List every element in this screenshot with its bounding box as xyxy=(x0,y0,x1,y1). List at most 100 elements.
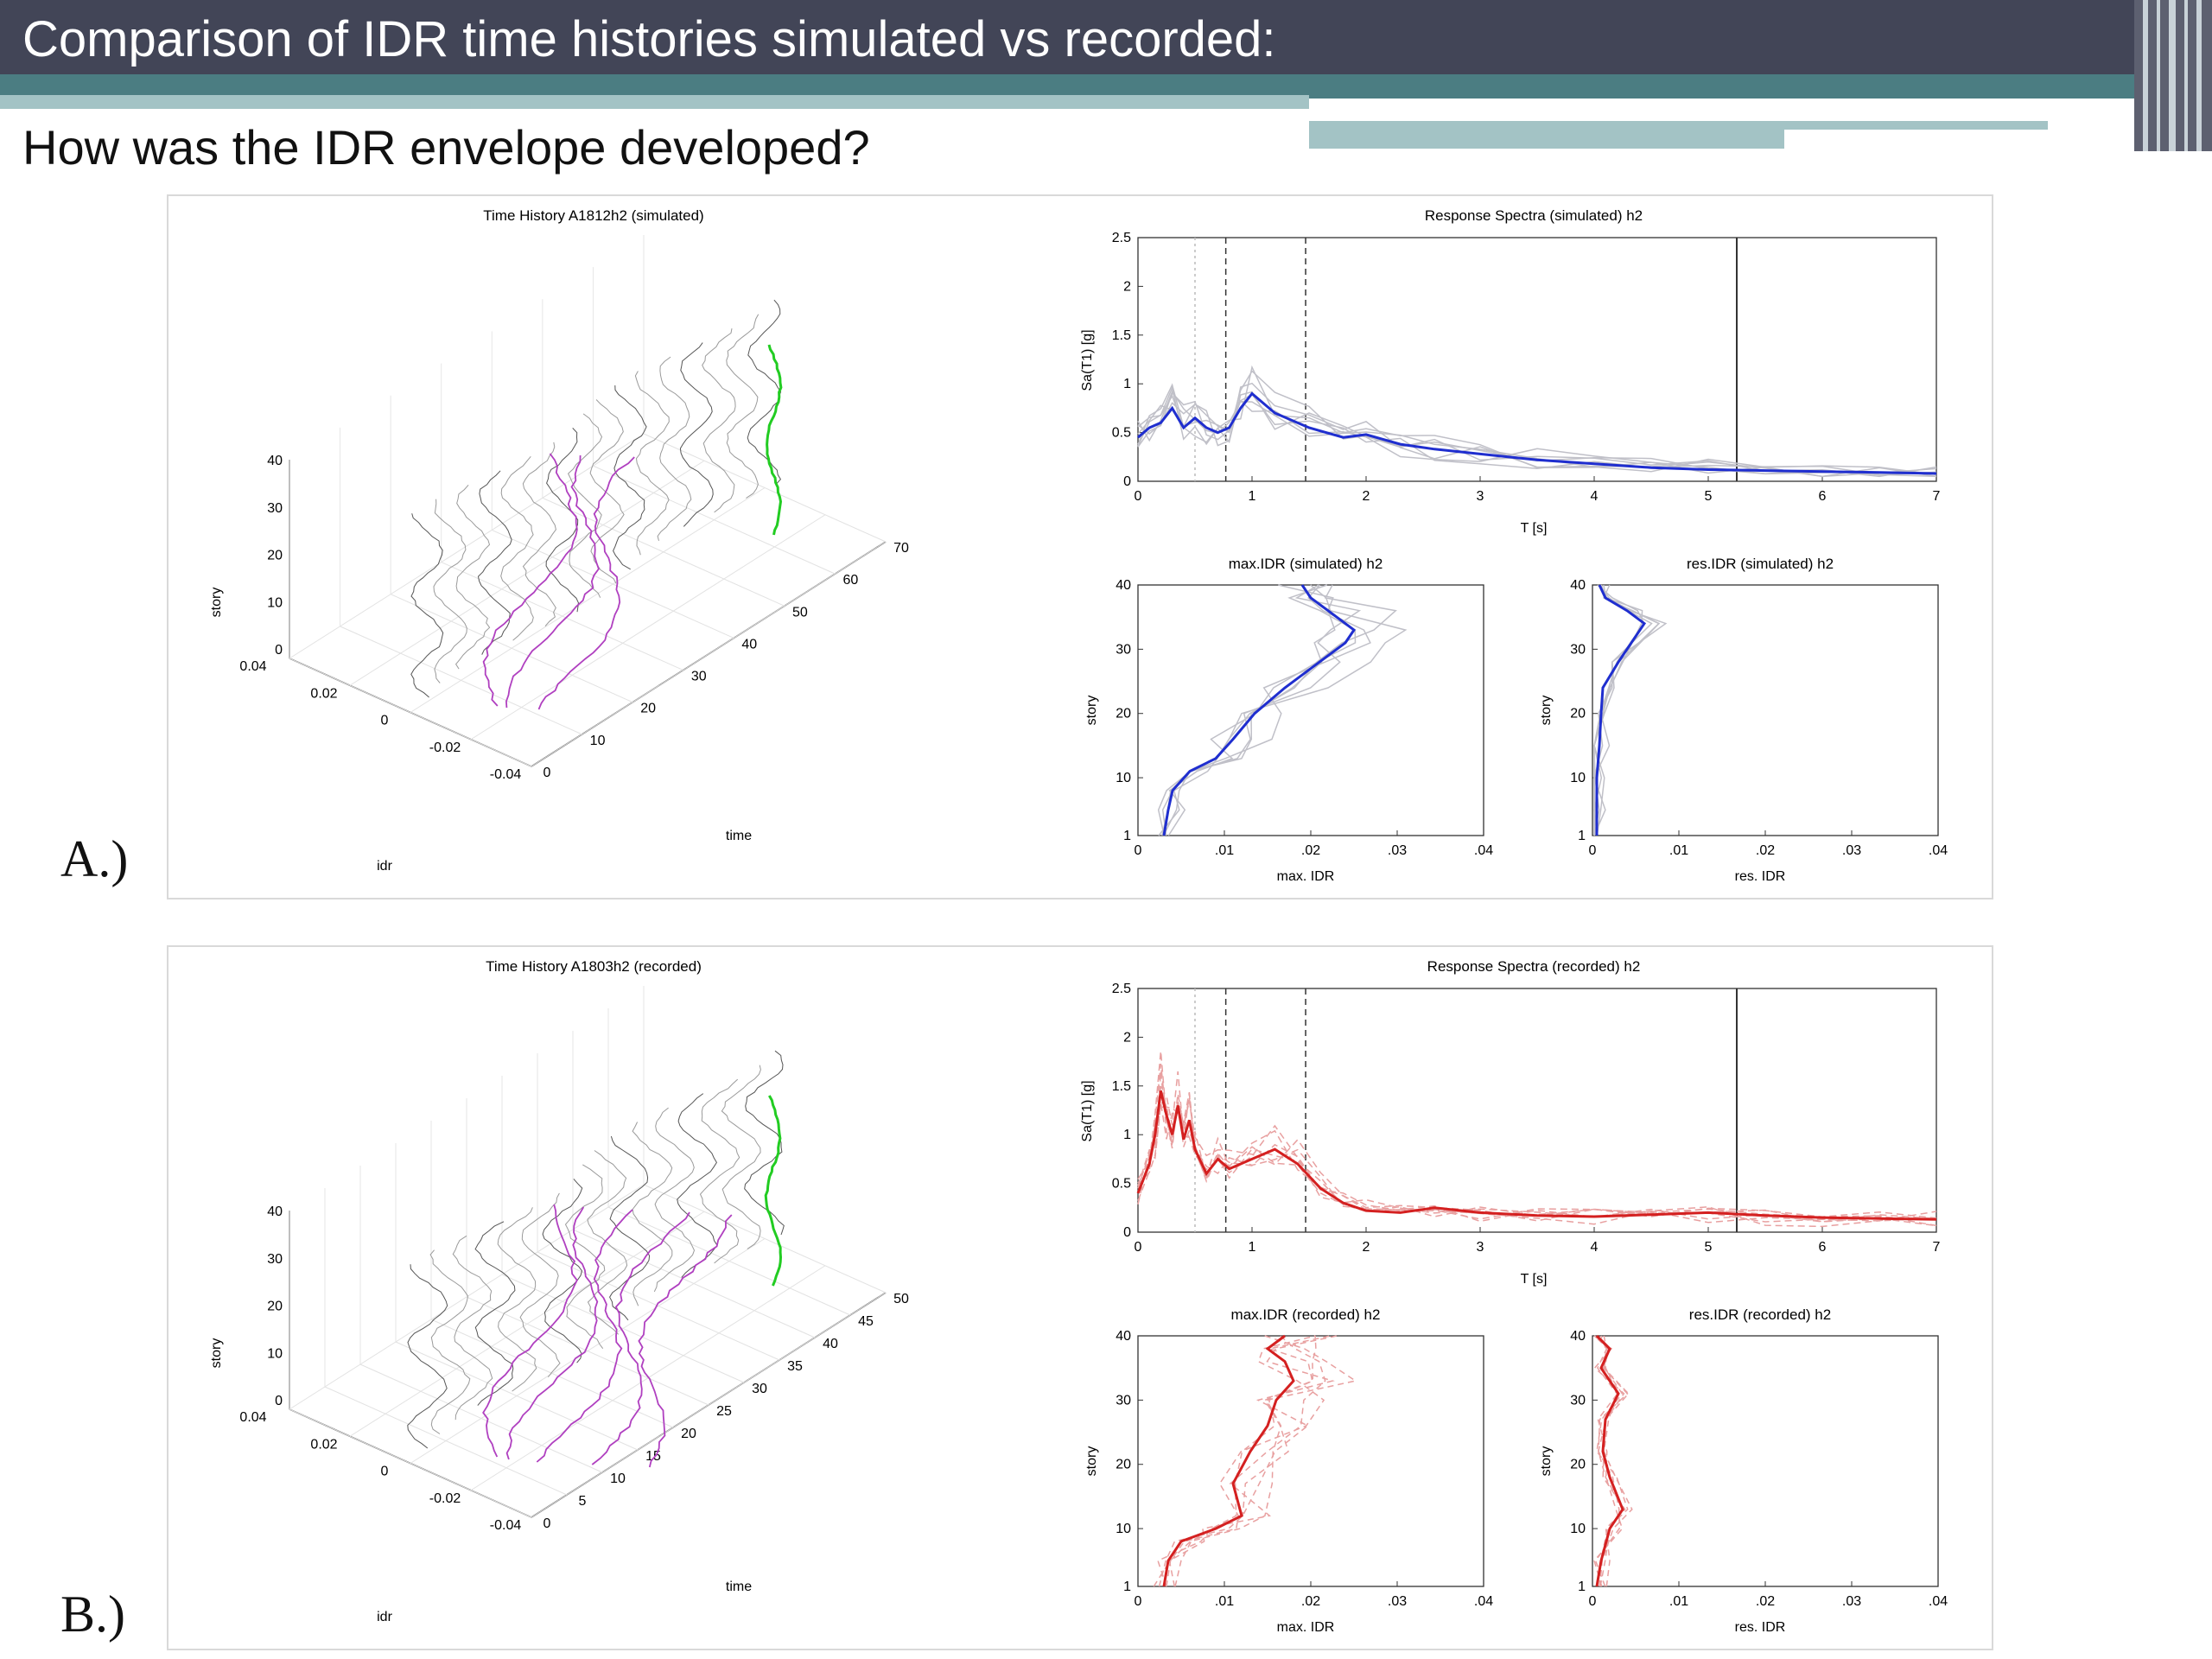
profile-ytick-label: 20 xyxy=(1116,707,1131,721)
time-slice-profile xyxy=(747,299,782,485)
floor-grid-line xyxy=(537,1251,780,1361)
floor-grid-line xyxy=(289,433,645,659)
ground-motion-profile xyxy=(1153,1335,1357,1587)
time-slice-profile xyxy=(433,499,467,683)
profile-xtick-label: .03 xyxy=(1842,843,1861,858)
time-slice-profile xyxy=(613,385,647,570)
spectra-xtick-label: 3 xyxy=(1477,489,1484,504)
envelope-path xyxy=(482,453,578,707)
header-accent-bar xyxy=(0,74,2212,99)
time-tick-label: 20 xyxy=(681,1427,696,1441)
profile-xtick-label: .03 xyxy=(1388,1594,1407,1609)
envelope-path xyxy=(505,454,600,709)
profile-xtick-label: .04 xyxy=(1474,843,1493,858)
profile-ytick-label: 30 xyxy=(1570,642,1586,657)
idr-tick-label: 0.04 xyxy=(239,659,266,674)
profile-ytick-label: 10 xyxy=(1570,1522,1586,1536)
envelope-path xyxy=(536,1209,633,1463)
floor-grid-line xyxy=(359,1363,603,1473)
ground-motion-profile xyxy=(1158,1335,1338,1587)
time-tick-label: 40 xyxy=(741,637,757,652)
floor-grid-line xyxy=(643,1184,887,1294)
spectra-ytick-label: 0 xyxy=(1123,1225,1131,1240)
ground-motion-spectrum xyxy=(1137,391,1937,476)
time-tick-label: 20 xyxy=(640,702,656,716)
ground-motion-profile xyxy=(1167,584,1357,836)
story-tick-label: 10 xyxy=(267,595,283,610)
time-tick-label: 60 xyxy=(843,573,859,588)
envelope-path xyxy=(505,1206,599,1460)
spectra-ytick-label: 1 xyxy=(1123,377,1131,391)
time-slice-profile xyxy=(567,413,603,598)
res-idr-title: res.IDR (simulated) h2 xyxy=(1687,556,1834,572)
max-idr-simulated: max.IDR (simulated) h2 max. IDR story 0.… xyxy=(1084,556,1493,884)
target-profile xyxy=(1162,1334,1295,1587)
time-tick-label: 25 xyxy=(716,1404,732,1419)
time-slice-profile xyxy=(744,1050,785,1236)
header-corner-stripes xyxy=(2134,0,2212,151)
profile-xtick-label: .03 xyxy=(1842,1594,1861,1609)
profile-ytick-label: 1 xyxy=(1578,829,1586,843)
time-slice-profile xyxy=(519,1192,561,1378)
profile-xtick-label: 0 xyxy=(1135,843,1142,858)
time-slice-profile xyxy=(407,1264,448,1449)
floor-grid-line xyxy=(441,562,683,671)
max-idr-ylabel: story xyxy=(1084,1446,1099,1477)
time-slice-profile xyxy=(634,371,670,556)
story-tick-label: 30 xyxy=(267,501,283,516)
story-tick-label: 30 xyxy=(267,1252,283,1267)
ground-motion-profile xyxy=(1161,584,1336,836)
idr-tick-label: 0.02 xyxy=(310,686,337,701)
profile-xtick-label: 0 xyxy=(1589,1594,1597,1609)
ground-motion-spectrum xyxy=(1137,1051,1937,1228)
spectra-xtick-label: 4 xyxy=(1591,489,1599,504)
ground-motion-profile xyxy=(1158,584,1397,836)
target-spectrum xyxy=(1137,391,1937,475)
profile-xtick-label: 0 xyxy=(1589,843,1597,858)
profile-ytick-label: 40 xyxy=(1116,578,1131,593)
time-slice-profile xyxy=(500,455,534,641)
story-tick-label: 20 xyxy=(267,1300,283,1314)
time-slice-profile xyxy=(452,1235,493,1421)
time-slice-profile xyxy=(609,1135,651,1321)
floor-grid-line xyxy=(289,658,532,767)
time-tick-label: 50 xyxy=(792,605,808,620)
profile-xtick-label: .04 xyxy=(1929,843,1948,858)
time-slice-profile xyxy=(587,1150,628,1335)
res-idr-ylabel: story xyxy=(1539,1446,1554,1477)
target-profile xyxy=(1595,1334,1624,1587)
th-zlabel: time xyxy=(726,1580,752,1594)
profile-xtick-label: .03 xyxy=(1388,843,1407,858)
floor-grid-line xyxy=(593,465,836,575)
spectra-xtick-label: 6 xyxy=(1819,489,1827,504)
time-slice-profile xyxy=(632,1122,673,1306)
floor-grid-line xyxy=(349,460,705,686)
time-tick-label: 40 xyxy=(823,1337,838,1351)
floor-grid-line xyxy=(501,1274,745,1383)
max-idr-xlabel: max. IDR xyxy=(1277,869,1335,884)
spectra-xlabel: T [s] xyxy=(1521,1272,1548,1287)
profile-ytick-label: 40 xyxy=(1570,578,1586,593)
idr-tick-label: -0.02 xyxy=(429,1491,461,1506)
profile-ytick-label: 1 xyxy=(1123,829,1131,843)
idr-tick-label: -0.04 xyxy=(490,1518,522,1533)
ground-motion-spectrum xyxy=(1137,365,1937,478)
time-slice-profile xyxy=(702,328,736,513)
ground-motion-profile xyxy=(1161,584,1408,836)
time-slice-profile xyxy=(653,1107,696,1293)
spectra-ytick-label: 0 xyxy=(1123,474,1131,489)
spectra-xtick-label: 7 xyxy=(1933,489,1941,504)
ground-motion-profile xyxy=(1168,1335,1326,1587)
time-history-3d-recorded: Time History A1803h2 (recorded) 05101520… xyxy=(209,958,909,1624)
envelope-path xyxy=(591,1211,690,1465)
panel-label-a: A.) xyxy=(60,830,129,887)
profile-xtick-label: 0 xyxy=(1135,1594,1142,1609)
th-xlabel: idr xyxy=(377,859,392,874)
th-zlabel: time xyxy=(726,829,752,843)
time-tick-label: 45 xyxy=(858,1314,874,1329)
time-slice-profile xyxy=(410,513,444,698)
floor-grid-line xyxy=(324,1386,568,1496)
profile-ytick-label: 10 xyxy=(1116,771,1131,785)
floor-grid-line xyxy=(492,529,734,639)
floor-grid-line xyxy=(390,594,633,703)
